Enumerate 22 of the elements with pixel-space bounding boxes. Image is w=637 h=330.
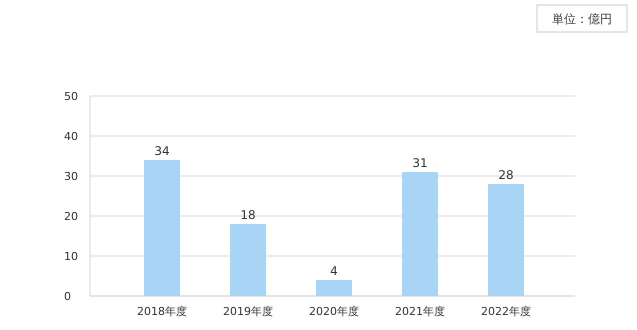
- data-label: 4: [330, 264, 338, 278]
- x-tick-label: 2021年度: [395, 305, 445, 318]
- data-label: 28: [498, 168, 514, 182]
- y-tick-label: 40: [64, 130, 78, 143]
- data-label: 18: [240, 208, 256, 222]
- x-tick-label: 2018年度: [137, 305, 187, 318]
- bar: [144, 160, 180, 296]
- bar: [402, 172, 438, 296]
- y-tick-label: 50: [64, 90, 78, 103]
- data-label: 34: [154, 144, 170, 158]
- y-tick-label: 10: [64, 250, 78, 263]
- y-tick-label: 0: [64, 290, 71, 303]
- bar: [488, 184, 524, 296]
- data-label: 31: [412, 156, 428, 170]
- y-tick-label: 30: [64, 170, 78, 183]
- x-tick-label: 2020年度: [309, 305, 359, 318]
- text: 単位：億円: [552, 12, 612, 26]
- bar: [316, 280, 352, 296]
- y-tick-label: 20: [64, 210, 78, 223]
- x-tick-label: 2019年度: [223, 305, 273, 318]
- x-tick-label: 2022年度: [481, 305, 531, 318]
- bar: [230, 224, 266, 296]
